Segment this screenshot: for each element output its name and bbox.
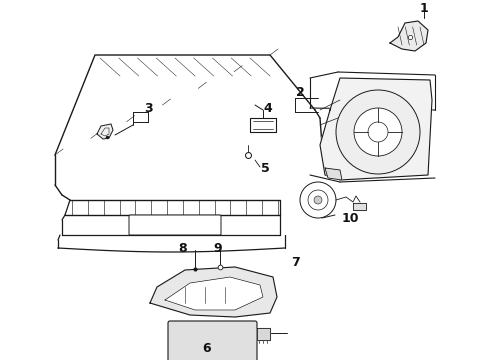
Polygon shape bbox=[150, 267, 277, 317]
Text: 10: 10 bbox=[341, 211, 359, 225]
Circle shape bbox=[354, 108, 402, 156]
Polygon shape bbox=[97, 124, 113, 139]
Circle shape bbox=[368, 122, 388, 142]
Text: 4: 4 bbox=[264, 102, 272, 114]
Text: 6: 6 bbox=[203, 342, 211, 355]
Polygon shape bbox=[257, 328, 270, 340]
Circle shape bbox=[336, 90, 420, 174]
Polygon shape bbox=[353, 203, 366, 210]
Text: 8: 8 bbox=[179, 242, 187, 255]
Text: 3: 3 bbox=[144, 102, 152, 114]
FancyBboxPatch shape bbox=[129, 215, 221, 235]
FancyBboxPatch shape bbox=[168, 321, 257, 360]
Text: 1: 1 bbox=[419, 1, 428, 14]
Text: 9: 9 bbox=[214, 242, 222, 255]
Circle shape bbox=[308, 190, 328, 210]
Text: 2: 2 bbox=[295, 86, 304, 99]
Polygon shape bbox=[390, 21, 428, 51]
Text: 7: 7 bbox=[291, 256, 299, 269]
Polygon shape bbox=[165, 277, 263, 310]
Text: 5: 5 bbox=[261, 162, 270, 175]
Circle shape bbox=[314, 196, 322, 204]
Polygon shape bbox=[325, 168, 342, 180]
Circle shape bbox=[300, 182, 336, 218]
Polygon shape bbox=[320, 78, 432, 180]
